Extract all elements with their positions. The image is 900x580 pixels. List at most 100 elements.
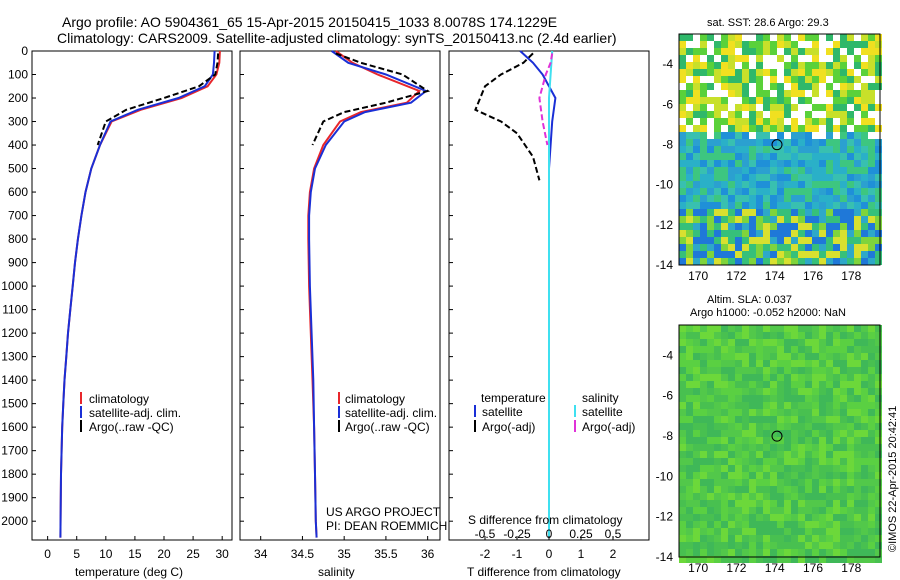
map-cell (721, 339, 728, 346)
map-cell (714, 346, 721, 353)
map-cell (693, 409, 700, 416)
map-cell (721, 251, 728, 258)
x-tick-label: 35 (337, 547, 351, 561)
map-cell (721, 195, 728, 202)
map-cell (798, 507, 805, 514)
map-cell (728, 374, 735, 381)
map-cell (833, 367, 840, 374)
series-line-climatology (59, 50, 221, 538)
map-cell (735, 195, 742, 202)
map-cell (749, 367, 756, 374)
map-cell (847, 514, 854, 521)
map-cell (847, 111, 854, 118)
map-cell (749, 360, 756, 367)
map-cell (777, 486, 784, 493)
map-cell (819, 153, 826, 160)
map-cell (854, 209, 861, 216)
map-cell (854, 521, 861, 528)
map-cell (756, 139, 763, 146)
map-cell (812, 535, 819, 542)
map-cell (770, 104, 777, 111)
map-cell (707, 230, 714, 237)
depth-tick-label: 600 (8, 185, 28, 199)
map-cell (728, 139, 735, 146)
map-cell (791, 395, 798, 402)
map-cell (777, 514, 784, 521)
map-cell (812, 514, 819, 521)
map-cell (742, 48, 749, 55)
map-cell (700, 160, 707, 167)
map-cell (721, 332, 728, 339)
map-cell (875, 34, 882, 41)
map-cell (742, 521, 749, 528)
map-cell (798, 465, 805, 472)
map-cell (826, 402, 833, 409)
map-cell (840, 430, 847, 437)
map-cell (784, 195, 791, 202)
map-cell (742, 83, 749, 90)
map-cell (805, 409, 812, 416)
map-cell (714, 111, 721, 118)
map-cell (826, 486, 833, 493)
map-cell (721, 174, 728, 181)
map-cell (791, 472, 798, 479)
map-cell (875, 367, 882, 374)
map-cell (763, 251, 770, 258)
map-cell (749, 237, 756, 244)
map-cell (770, 360, 777, 367)
sst-map-title: sat. SST: 28.6 Argo: 29.3 (707, 17, 829, 29)
map-cell (728, 479, 735, 486)
map-cell (742, 416, 749, 423)
map-cell (728, 230, 735, 237)
series-line-satellite-adj-clim- (308, 50, 428, 538)
map-cell (805, 514, 812, 521)
map-cell (749, 437, 756, 444)
map-cell (763, 202, 770, 209)
depth-tick-label: 700 (8, 209, 28, 223)
map-cell (847, 139, 854, 146)
map-cell (875, 451, 882, 458)
map-cell (749, 202, 756, 209)
map-cell (693, 216, 700, 223)
map-cell (756, 251, 763, 258)
map-cell (763, 118, 770, 125)
map-cell (868, 146, 875, 153)
map-cell (714, 416, 721, 423)
map-cell (721, 486, 728, 493)
map-y-tick-label: -14 (656, 258, 674, 272)
legend-label-s-satellite: satellite (582, 405, 623, 419)
map-cell (840, 139, 847, 146)
map-cell (700, 244, 707, 251)
map-cell (840, 458, 847, 465)
map-cell (742, 353, 749, 360)
map-cell (686, 535, 693, 542)
map-cell (840, 223, 847, 230)
map-cell (819, 174, 826, 181)
map-cell (721, 160, 728, 167)
map-cell (819, 430, 826, 437)
series-line-salinity-argo-adj- (538, 53, 554, 146)
map-cell (707, 244, 714, 251)
map-cell (784, 48, 791, 55)
map-cell (798, 195, 805, 202)
map-cell (798, 83, 805, 90)
map-cell (875, 444, 882, 451)
map-cell (763, 104, 770, 111)
map-cell (847, 423, 854, 430)
legend-label-satellite-adj: satellite-adj. clim. (345, 406, 437, 420)
map-cell (686, 521, 693, 528)
map-cell (840, 521, 847, 528)
map-cell (679, 160, 686, 167)
map-cell (770, 83, 777, 90)
map-cell (763, 500, 770, 507)
map-cell (819, 104, 826, 111)
map-cell (721, 76, 728, 83)
map-cell (714, 118, 721, 125)
map-cell (826, 367, 833, 374)
map-cell (693, 97, 700, 104)
map-cell (833, 216, 840, 223)
x-tick-label: 25 (186, 547, 200, 561)
map-cell (693, 395, 700, 402)
map-cell (749, 486, 756, 493)
map-cell (868, 542, 875, 549)
